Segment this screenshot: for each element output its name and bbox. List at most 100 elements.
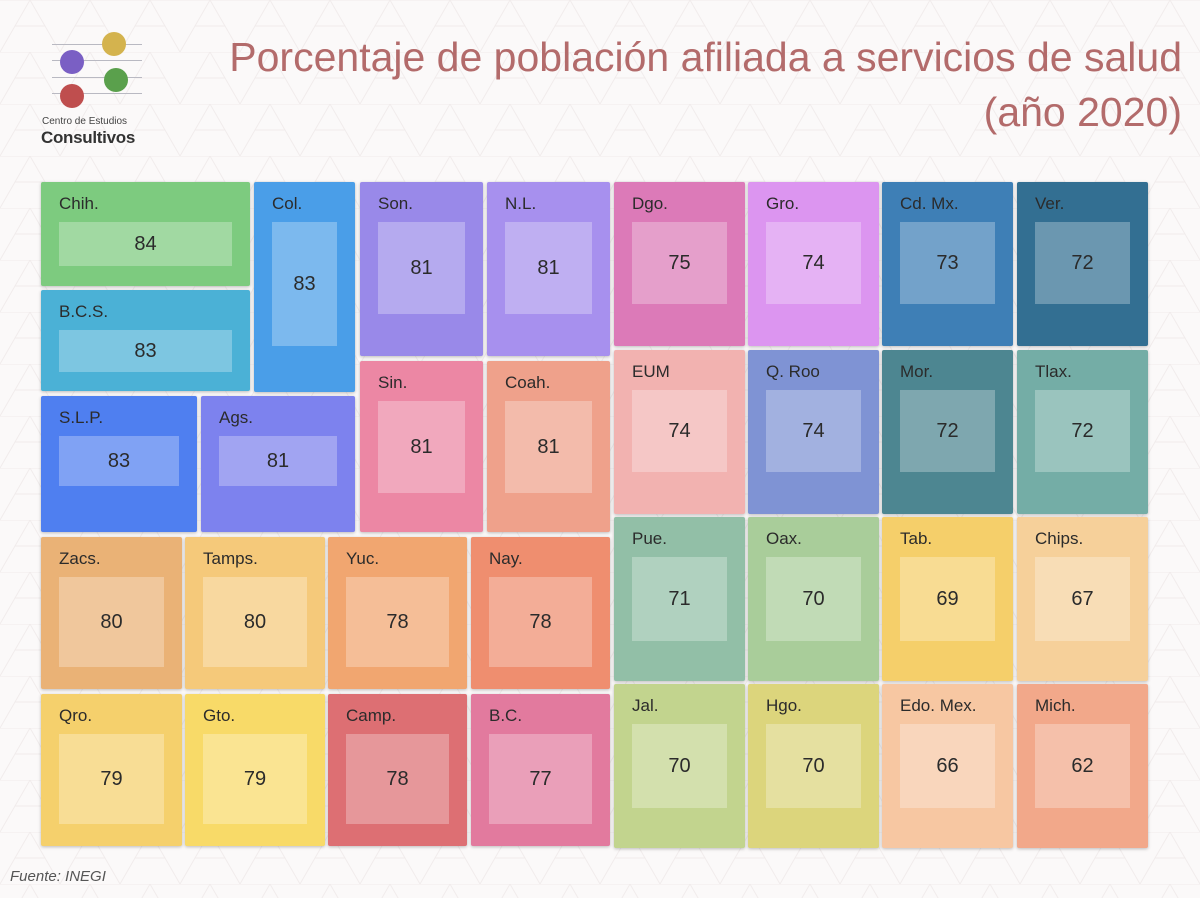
tile-label-tlax: Tlax.	[1035, 362, 1072, 381]
tile-label-n-l: N.L.	[505, 194, 537, 213]
tile-value-tlax: 72	[1035, 390, 1130, 472]
tile-label-eum: EUM	[632, 362, 670, 381]
tile-mich: Mich. 62	[1017, 684, 1148, 848]
tile-value-mich: 62	[1035, 724, 1130, 808]
logo-dot-green	[104, 68, 128, 92]
tile-label-pue: Pue.	[632, 529, 667, 548]
tile-gro: Gro. 74	[748, 182, 879, 346]
tile-label-camp: Camp.	[346, 706, 397, 725]
tile-label-q-roo: Q. Roo	[766, 362, 820, 381]
tile-tab: Tab. 69	[882, 517, 1013, 681]
tile-label-dgo: Dgo.	[632, 194, 668, 213]
tile-tamps: Tamps. 80	[185, 537, 325, 689]
tile-label-zacs: Zacs.	[59, 549, 101, 568]
tile-zacs: Zacs. 80	[41, 537, 182, 689]
tile-value-tamps: 80	[203, 577, 307, 667]
tile-value-zacs: 80	[59, 577, 164, 667]
tile-b-c: B.C. 77	[471, 694, 610, 846]
tile-col: Col. 83	[254, 182, 355, 392]
chart-title-line1: Porcentaje de población afiliada a servi…	[229, 34, 1182, 80]
tile-eum: EUM 74	[614, 350, 745, 514]
tile-value-edo-mex: 66	[900, 724, 995, 808]
logo-text-line2: Consultivos	[41, 128, 135, 147]
tile-label-mich: Mich.	[1035, 696, 1076, 715]
tile-label-chips: Chips.	[1035, 529, 1084, 548]
tile-s-l-p: S.L.P. 83	[41, 396, 197, 532]
tile-sin: Sin. 81	[360, 361, 483, 532]
tile-label-mor: Mor.	[900, 362, 934, 381]
tile-value-son: 81	[378, 222, 465, 314]
tile-label-chih: Chih.	[59, 194, 99, 213]
tile-value-cd-mx: 73	[900, 222, 995, 304]
tile-gto: Gto. 79	[185, 694, 325, 846]
tile-value-jal: 70	[632, 724, 727, 808]
tile-yuc: Yuc. 78	[328, 537, 467, 689]
tile-cd-mx: Cd. Mx. 73	[882, 182, 1013, 346]
tile-label-gto: Gto.	[203, 706, 236, 725]
chart-title: Porcentaje de población afiliada a servi…	[229, 30, 1182, 140]
logo: Centro de Estudios Consultivos	[38, 30, 188, 150]
tile-value-coah: 81	[505, 401, 592, 493]
tile-oax: Oax. 70	[748, 517, 879, 681]
tile-value-n-l: 81	[505, 222, 592, 314]
tile-value-chips: 67	[1035, 557, 1130, 641]
tile-value-gro: 74	[766, 222, 861, 304]
tile-value-nay: 78	[489, 577, 592, 667]
tile-label-b-c: B.C.	[489, 706, 523, 725]
tile-value-eum: 74	[632, 390, 727, 472]
tile-value-qro: 79	[59, 734, 164, 824]
tile-label-yuc: Yuc.	[346, 549, 380, 568]
tile-value-dgo: 75	[632, 222, 727, 304]
tile-value-sin: 81	[378, 401, 465, 493]
tile-ags: Ags. 81	[201, 396, 355, 532]
tile-camp: Camp. 78	[328, 694, 467, 846]
tile-label-jal: Jal.	[632, 696, 659, 715]
tile-label-sin: Sin.	[378, 373, 408, 392]
tile-value-b-c: 77	[489, 734, 592, 824]
tile-label-ver: Ver.	[1035, 194, 1065, 213]
logo-dot-red	[60, 84, 84, 108]
tile-nay: Nay. 78	[471, 537, 610, 689]
tile-value-ver: 72	[1035, 222, 1130, 304]
tile-mor: Mor. 72	[882, 350, 1013, 514]
tile-label-edo-mex: Edo. Mex.	[900, 696, 977, 715]
tile-dgo: Dgo. 75	[614, 182, 745, 346]
tile-label-hgo: Hgo.	[766, 696, 802, 715]
source-note: Fuente: INEGI	[10, 868, 106, 885]
logo-dot-purple	[60, 50, 84, 74]
tile-label-qro: Qro.	[59, 706, 93, 725]
tile-label-gro: Gro.	[766, 194, 800, 213]
logo-text-line1: Centro de Estudios	[42, 116, 128, 127]
tile-jal: Jal. 70	[614, 684, 745, 848]
tile-value-pue: 71	[632, 557, 727, 641]
tile-pue: Pue. 71	[614, 517, 745, 681]
tile-qro: Qro. 79	[41, 694, 182, 846]
tile-label-tamps: Tamps.	[203, 549, 258, 568]
tile-ver: Ver. 72	[1017, 182, 1148, 346]
tile-value-col: 83	[272, 222, 337, 346]
tile-chips: Chips. 67	[1017, 517, 1148, 681]
tile-tlax: Tlax. 72	[1017, 350, 1148, 514]
logo-dot-yellow	[102, 32, 126, 56]
tile-value-gto: 79	[203, 734, 307, 824]
tile-label-oax: Oax.	[766, 529, 802, 548]
tile-q-roo: Q. Roo 74	[748, 350, 879, 514]
tile-label-col: Col.	[272, 194, 303, 213]
tile-label-son: Son.	[378, 194, 413, 213]
tile-coah: Coah. 81	[487, 361, 610, 532]
tile-value-s-l-p: 83	[59, 436, 179, 486]
tile-son: Son. 81	[360, 182, 483, 356]
tile-chih: Chih. 84	[41, 182, 250, 286]
tile-label-nay: Nay.	[489, 549, 523, 568]
tile-value-mor: 72	[900, 390, 995, 472]
tile-value-yuc: 78	[346, 577, 449, 667]
tile-value-b-c-s: 83	[59, 330, 232, 372]
tile-value-camp: 78	[346, 734, 449, 824]
tile-hgo: Hgo. 70	[748, 684, 879, 848]
tile-n-l: N.L. 81	[487, 182, 610, 356]
tile-label-b-c-s: B.C.S.	[59, 302, 109, 321]
tile-label-coah: Coah.	[505, 373, 551, 392]
tile-value-ags: 81	[219, 436, 337, 486]
tile-label-tab: Tab.	[900, 529, 933, 548]
